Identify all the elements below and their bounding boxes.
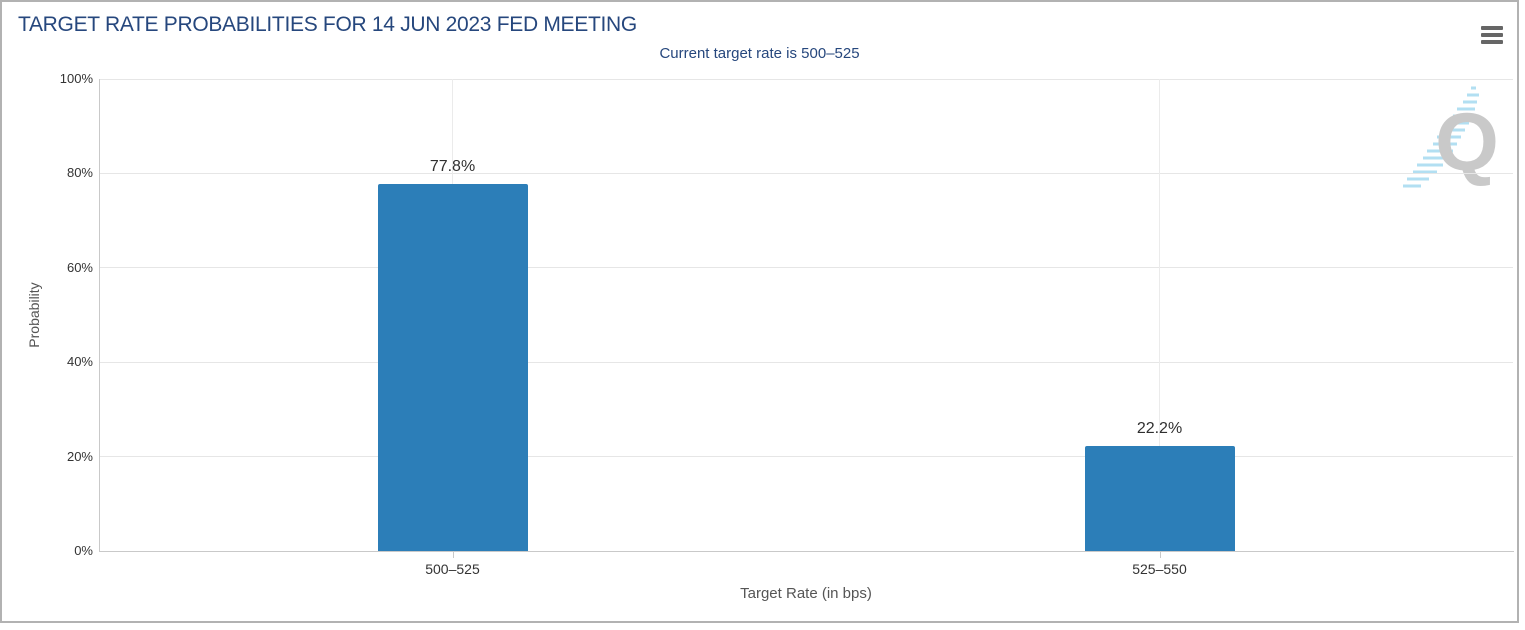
bar-value-label: 22.2% (1136, 420, 1183, 438)
y-axis-line (99, 79, 100, 552)
hamburger-icon (1481, 33, 1503, 37)
probability-bar[interactable] (1084, 446, 1235, 551)
bar-value-label: 77.8% (429, 157, 476, 175)
y-gridline (99, 172, 1513, 174)
y-gridline (99, 456, 1513, 458)
x-axis-title: Target Rate (in bps) (740, 585, 872, 602)
y-axis-tick-label: 40% (66, 354, 93, 370)
chart-title: TARGET RATE PROBABILITIES FOR 14 JUN 202… (18, 13, 637, 36)
quikstrike-q-logo-icon: Q (1403, 86, 1499, 188)
y-axis-tick-label: 60% (66, 259, 93, 275)
x-axis-tick-label: 500–525 (425, 561, 480, 577)
y-axis-tick-label: 0% (74, 543, 93, 558)
chart-context-menu-button[interactable] (1477, 24, 1507, 50)
y-gridline (99, 78, 1513, 80)
x-axis-tick-label: 525–550 (1132, 561, 1187, 577)
hamburger-icon (1481, 40, 1503, 44)
y-axis-tick-label: 80% (66, 165, 93, 181)
x-gridline (1159, 79, 1160, 551)
hamburger-icon (1481, 26, 1503, 30)
x-axis-line (99, 551, 1514, 552)
x-axis-tick (1159, 552, 1161, 558)
y-gridline (99, 267, 1513, 269)
y-axis-title: Probability (26, 282, 42, 348)
y-gridline (99, 361, 1513, 363)
y-axis-tick-label: 100% (59, 71, 93, 86)
svg-text:Q: Q (1435, 97, 1499, 188)
chart-subtitle: Current target rate is 500–525 (659, 45, 860, 62)
x-axis-tick (452, 552, 454, 558)
probability-bar[interactable] (377, 183, 528, 551)
y-axis-tick-label: 20% (66, 448, 93, 464)
